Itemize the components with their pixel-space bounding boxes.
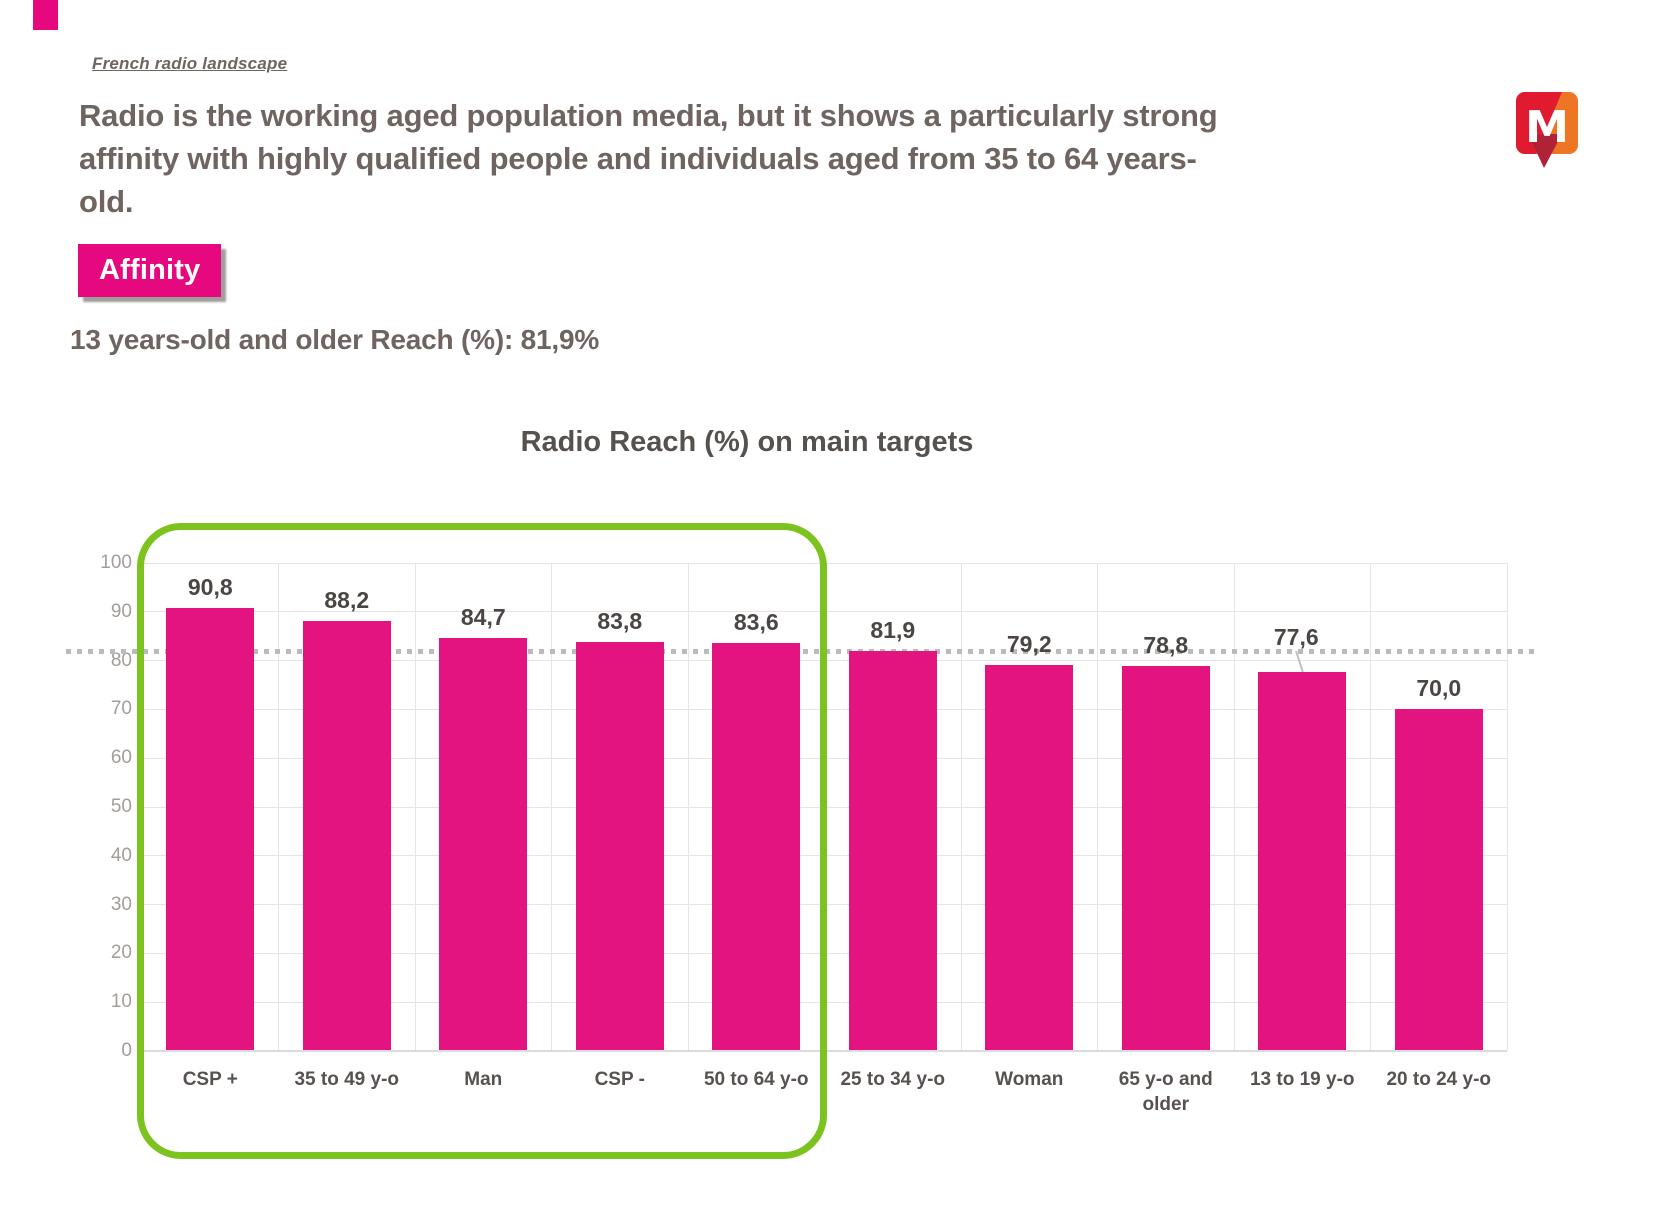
bar-value-label: 90,8 <box>187 573 233 600</box>
category-label: 13 to 19 y-o <box>1249 1069 1355 1090</box>
bar-value-label: 79,2 <box>1006 630 1052 657</box>
y-tick-label: 60 <box>110 747 132 769</box>
bar-value-label: 81,9 <box>870 617 916 644</box>
reference-line <box>66 648 1537 654</box>
bar <box>848 651 937 1051</box>
page-title-line-2: affinity with highly qualified people an… <box>79 141 1197 176</box>
y-tick-label: 50 <box>110 796 132 817</box>
breadcrumb: French radio landscape <box>92 54 288 73</box>
y-tick-label: 70 <box>110 698 132 720</box>
page-title-line-3: old. <box>79 184 134 219</box>
corner-accent <box>33 0 58 30</box>
bar <box>575 642 664 1051</box>
reach-subtitle: 13 years-old and older Reach (%): 81,9% <box>70 324 600 355</box>
category-label: CSP - <box>594 1069 645 1090</box>
bar <box>1258 672 1347 1051</box>
y-tick-label: 80 <box>110 649 132 671</box>
gridline-v <box>1097 563 1098 1051</box>
category-label: Woman <box>995 1069 1064 1090</box>
y-tick-label: 40 <box>110 844 132 866</box>
logo-letter: M <box>1525 102 1569 153</box>
bar-value-label: 83,8 <box>597 608 643 635</box>
y-tick-label: 30 <box>110 893 132 915</box>
gridline-v <box>687 563 689 1051</box>
bar-value-label: 77,6 <box>1273 624 1319 651</box>
bar <box>1394 709 1483 1051</box>
x-axis-line <box>142 1050 1507 1052</box>
gridline-v <box>824 563 825 1051</box>
category-label: 65 y-o and older <box>1118 1069 1213 1115</box>
bar <box>166 607 255 1051</box>
y-tick-label: 90 <box>110 600 132 622</box>
gridline-v <box>1370 563 1371 1051</box>
category-label: 20 to 24 y-o <box>1386 1069 1492 1090</box>
gridline-v <box>414 563 416 1051</box>
gridline-v <box>141 563 143 1051</box>
category-label: 50 to 64 y-o <box>703 1069 809 1090</box>
gridline-v <box>1506 563 1508 1051</box>
gridline-v <box>960 563 962 1051</box>
y-tick-label: 10 <box>110 991 132 1013</box>
bar <box>1121 666 1210 1051</box>
affinity-badge: Affinity <box>78 244 222 297</box>
bar <box>439 637 528 1051</box>
mediametrie-logo-icon: M <box>1516 92 1578 168</box>
bar-value-label: 83,6 <box>733 609 779 636</box>
category-label: CSP + <box>182 1069 238 1090</box>
gridline-v <box>551 563 552 1051</box>
bar-value-label: 88,2 <box>324 586 370 613</box>
bar <box>712 643 801 1051</box>
category-label: 35 to 49 y-o <box>294 1069 400 1090</box>
bar-value-label: 78,8 <box>1143 632 1189 659</box>
y-tick-label: 0 <box>121 1040 132 1061</box>
gridline-v <box>278 563 279 1051</box>
page-title: Radio is the working aged population med… <box>79 94 1499 223</box>
bar <box>985 664 1074 1051</box>
gridline-v <box>1233 563 1235 1051</box>
bar <box>302 620 391 1051</box>
bar-value-label: 70,0 <box>1416 675 1462 702</box>
category-label: 25 to 34 y-o <box>840 1069 946 1090</box>
chart-title: Radio Reach (%) on main targets <box>520 426 974 458</box>
category-label: Man <box>464 1069 503 1090</box>
bar-value-label: 84,7 <box>460 603 506 630</box>
chart-plot: 0 10 20 30 40 50 60 70 80 90 100 90,8 CSP + 88,2 35 to… <box>66 552 1537 1115</box>
y-tick-label: 100 <box>100 552 132 573</box>
page-title-line-1: Radio is the working aged population med… <box>79 98 1218 133</box>
y-tick-label: 20 <box>110 942 132 964</box>
leader-line <box>1295 650 1304 673</box>
